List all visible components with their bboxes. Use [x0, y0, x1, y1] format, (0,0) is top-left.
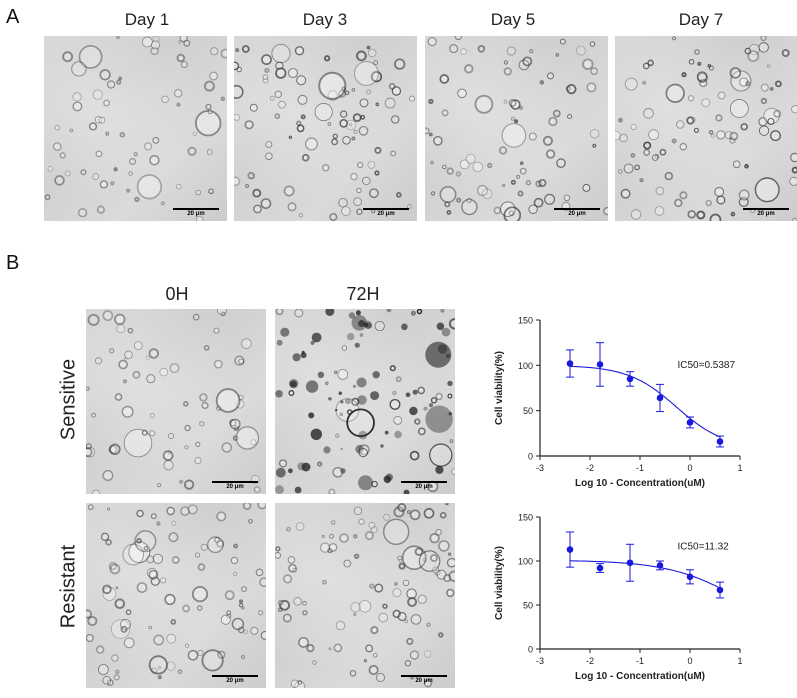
data-point — [717, 438, 724, 445]
micrograph-day-7: 20 μm — [615, 36, 797, 221]
y-axis-label: Cell viability(%) — [494, 351, 505, 425]
organoid-texture — [275, 503, 455, 688]
data-point — [567, 360, 574, 367]
day-label-1: Day 1 — [47, 10, 247, 30]
y-tick-label: 50 — [523, 601, 533, 611]
data-point — [567, 546, 574, 553]
x-tick-label: -1 — [636, 463, 644, 473]
micrograph-day-1: 20 μm — [44, 36, 227, 221]
organoid-texture — [44, 36, 227, 221]
micrograph-day-3: 20 μm — [234, 36, 417, 221]
y-tick-label: 50 — [523, 406, 533, 416]
scale-bar: 20 μm — [212, 675, 258, 684]
scale-bar: 20 μm — [401, 481, 447, 490]
day-label-5: Day 5 — [413, 10, 613, 30]
panel-a-letter: A — [6, 6, 19, 29]
dose-response-chart-sensitive: 0 50 100 150 -3 -2 -1 0 1 Log 10 - Concentration(… — [480, 310, 780, 500]
x-tick-label: -3 — [536, 463, 544, 473]
timepoint-label-0h: 0H — [102, 284, 252, 305]
x-axis-label: Log 10 - Concentration(uM) — [575, 671, 705, 682]
micrograph-resistant-0h: 20 μm — [86, 503, 266, 688]
ic50-annotation: IC50=0.5387 — [678, 360, 736, 371]
x-tick-label: -2 — [586, 656, 594, 666]
row-label-resistant: Resistant — [58, 507, 81, 667]
scale-bar: 20 μm — [743, 208, 789, 217]
dose-response-chart-resistant: 0 50 100 150 -3 -2 -1 0 1 Log 10 - Concentration(… — [480, 507, 780, 693]
data-point — [657, 562, 664, 569]
y-tick-label: 150 — [518, 316, 533, 326]
organoid-texture — [275, 309, 455, 494]
micrograph-resistant-72h: 20 μm — [275, 503, 455, 688]
y-tick-label: 100 — [518, 557, 533, 567]
ic50-annotation: IC50=11.32 — [678, 541, 730, 552]
y-tick-label: 100 — [518, 361, 533, 371]
data-point — [687, 419, 694, 426]
organoid-texture — [234, 36, 417, 221]
x-tick-label: -1 — [636, 656, 644, 666]
fit-curve — [570, 561, 720, 588]
scale-bar: 20 μm — [212, 481, 258, 490]
data-point — [597, 361, 604, 368]
y-tick-label: 0 — [528, 452, 533, 462]
organoid-texture — [425, 36, 608, 221]
chart-svg: 0 50 100 150 -3 -2 -1 0 1 Log 10 - Concentration(… — [480, 507, 780, 693]
scale-bar: 20 μm — [173, 208, 219, 217]
day-label-7: Day 7 — [601, 10, 797, 30]
scale-bar: 20 μm — [363, 208, 409, 217]
row-label-sensitive: Sensitive — [58, 320, 81, 480]
x-tick-label: 0 — [687, 656, 692, 666]
x-tick-label: 0 — [687, 463, 692, 473]
chart-svg: 0 50 100 150 -3 -2 -1 0 1 Log 10 - Concentration(… — [480, 310, 780, 500]
y-tick-label: 0 — [528, 645, 533, 655]
organoid-texture — [86, 503, 266, 688]
micrograph-sensitive-72h: 20 μm — [275, 309, 455, 494]
scale-bar: 20 μm — [554, 208, 600, 217]
data-point — [627, 376, 634, 383]
organoid-texture — [615, 36, 797, 221]
micrograph-sensitive-0h: 20 μm — [86, 309, 266, 494]
fit-curve — [570, 366, 720, 437]
x-tick-label: -3 — [536, 656, 544, 666]
day-label-3: Day 3 — [225, 10, 425, 30]
data-point — [657, 395, 664, 402]
panel-b-letter: B — [6, 252, 19, 275]
x-tick-label: 1 — [737, 463, 742, 473]
data-point — [627, 559, 634, 566]
x-tick-label: -2 — [586, 463, 594, 473]
data-point — [687, 574, 694, 581]
x-tick-label: 1 — [737, 656, 742, 666]
y-tick-label: 150 — [518, 513, 533, 523]
scale-bar: 20 μm — [401, 675, 447, 684]
timepoint-label-72h: 72H — [288, 284, 438, 305]
x-axis-label: Log 10 - Concentration(uM) — [575, 478, 705, 489]
y-axis-label: Cell viability(%) — [494, 546, 505, 620]
organoid-texture — [86, 309, 266, 494]
micrograph-day-5: 20 μm — [425, 36, 608, 221]
data-point — [717, 587, 724, 594]
data-point — [597, 565, 604, 572]
